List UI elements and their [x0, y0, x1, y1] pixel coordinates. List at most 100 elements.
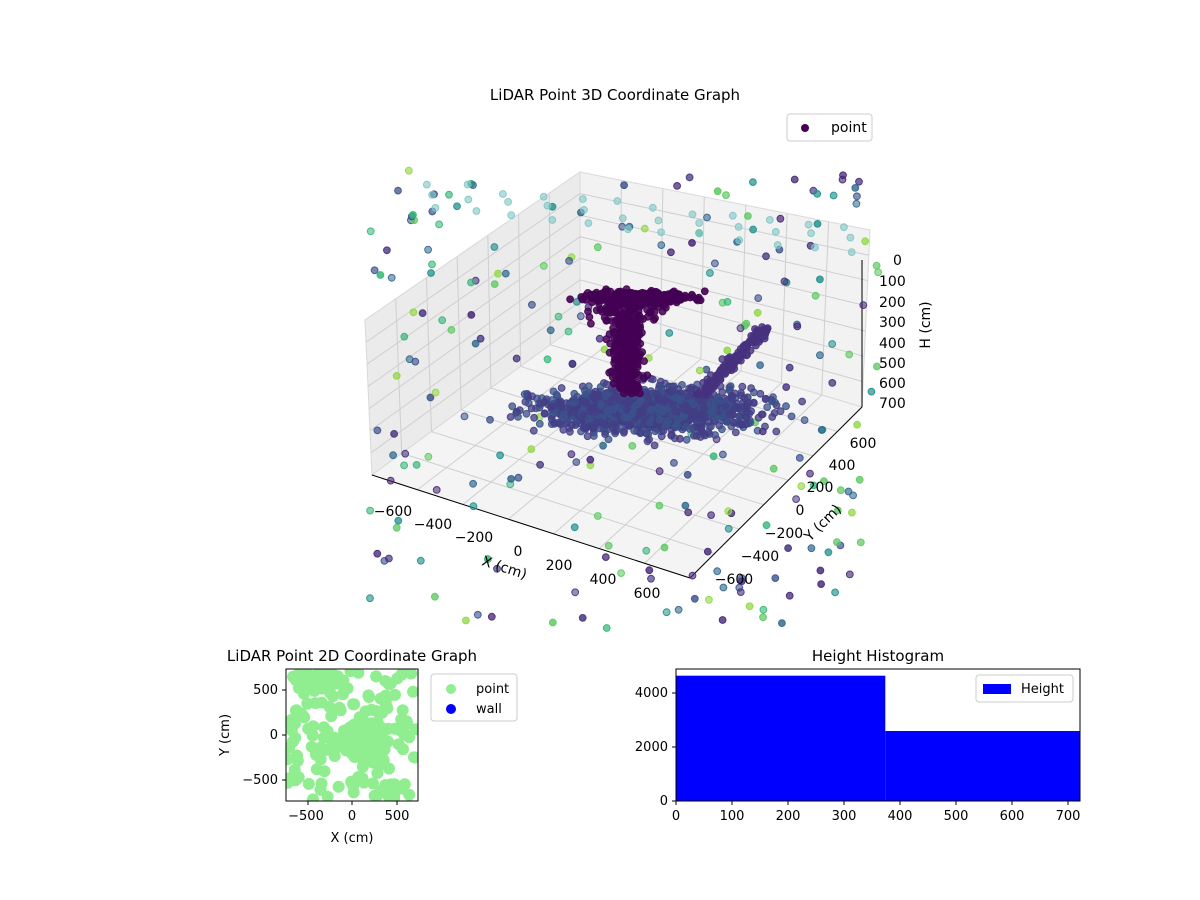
- data-point: [833, 506, 842, 515]
- data-point: [836, 486, 845, 495]
- data-point: [535, 420, 544, 428]
- data-point: [476, 334, 485, 343]
- data-point: [745, 602, 754, 611]
- data-point: [619, 342, 628, 351]
- legend-label-point: point: [476, 682, 509, 697]
- data-point: [619, 389, 628, 398]
- x-axis-label-2d: X (cm): [331, 831, 374, 846]
- data-point: [765, 216, 774, 224]
- data-point: [785, 363, 794, 372]
- data-point: [609, 420, 618, 429]
- data-point: [506, 413, 515, 421]
- data-point: [628, 311, 636, 320]
- data-point: [739, 344, 748, 353]
- data-point: [508, 402, 517, 411]
- data-point: [570, 523, 579, 532]
- data-point: [668, 386, 677, 395]
- data-point: [785, 591, 794, 600]
- y-tick-label: 200: [807, 480, 834, 496]
- data-point: [291, 749, 303, 762]
- data-point: [606, 339, 615, 348]
- data-point: [315, 777, 328, 790]
- grid-line: [518, 214, 522, 367]
- data-point: [768, 413, 777, 421]
- legend-frame: [975, 674, 1074, 703]
- y-tick-label: 400: [829, 458, 856, 474]
- data-point: [325, 710, 338, 723]
- x-tick-label: −200: [455, 530, 493, 546]
- data-point: [620, 181, 628, 190]
- data-point: [392, 738, 405, 751]
- data-point: [571, 398, 579, 407]
- data-point: [490, 280, 499, 289]
- data-point: [349, 740, 362, 753]
- data-point: [711, 431, 719, 439]
- legend-3d[interactable]: point: [786, 113, 873, 142]
- data-point: [613, 197, 622, 205]
- data-point: [784, 544, 792, 552]
- data-point: [747, 384, 755, 393]
- data-point: [422, 180, 431, 189]
- data-point: [527, 445, 536, 454]
- x-tick-label: 200: [546, 558, 573, 574]
- data-point: [655, 409, 664, 418]
- data-point: [817, 580, 825, 588]
- data-point: [712, 374, 720, 383]
- data-point: [831, 588, 839, 597]
- data-point: [307, 720, 320, 733]
- data-point: [382, 722, 395, 735]
- legend-2d[interactable]: point wall: [430, 673, 518, 722]
- y-tick-label: −200: [765, 526, 803, 542]
- grid-line: [700, 196, 705, 360]
- data-point: [797, 482, 806, 491]
- data-point: [731, 428, 740, 437]
- data-point: [625, 420, 634, 429]
- data-point: [409, 211, 417, 219]
- x-tick-label: 0: [514, 544, 523, 560]
- data-point: [688, 571, 697, 580]
- data-point: [362, 689, 375, 702]
- data-point: [673, 417, 682, 425]
- data-point: [773, 241, 782, 249]
- data-point: [613, 329, 621, 338]
- data-point: [670, 287, 678, 296]
- data-point: [382, 790, 395, 801]
- data-point: [753, 308, 762, 317]
- x-tick-label: −600: [374, 504, 412, 520]
- data-point: [359, 705, 372, 718]
- data-point: [782, 383, 791, 392]
- y-tick-label: 0: [796, 503, 805, 519]
- data-point: [724, 524, 733, 533]
- data-point: [816, 566, 825, 575]
- data-point: [657, 228, 665, 237]
- data-point: [467, 278, 475, 287]
- data-point: [366, 227, 375, 236]
- data-point: [602, 307, 610, 316]
- data-point: [697, 424, 706, 433]
- data-point: [718, 616, 727, 624]
- data-point: [771, 574, 780, 582]
- data-point: [845, 570, 854, 579]
- data-point: [817, 426, 826, 434]
- data-point: [583, 432, 592, 441]
- data-point: [840, 223, 848, 232]
- scatter-3d-points: [366, 166, 882, 632]
- data-point: [705, 595, 713, 604]
- data-point: [624, 225, 632, 234]
- frame-histogram: [675, 668, 1081, 802]
- data-point: [568, 360, 577, 369]
- legend-histogram[interactable]: Height: [975, 674, 1074, 703]
- data-point: [640, 291, 649, 300]
- data-point: [711, 259, 719, 268]
- data-point: [392, 523, 401, 532]
- data-point: [650, 316, 658, 324]
- data-point: [602, 624, 611, 632]
- data-point: [409, 308, 418, 317]
- data-point: [390, 430, 399, 438]
- data-point: [664, 417, 672, 426]
- data-point: [412, 461, 421, 469]
- data-point: [496, 451, 505, 460]
- data-point: [671, 407, 680, 416]
- panel-3d: LiDAR Point 3D Coordinate Graph −600 −40…: [363, 86, 934, 632]
- data-point: [365, 742, 378, 755]
